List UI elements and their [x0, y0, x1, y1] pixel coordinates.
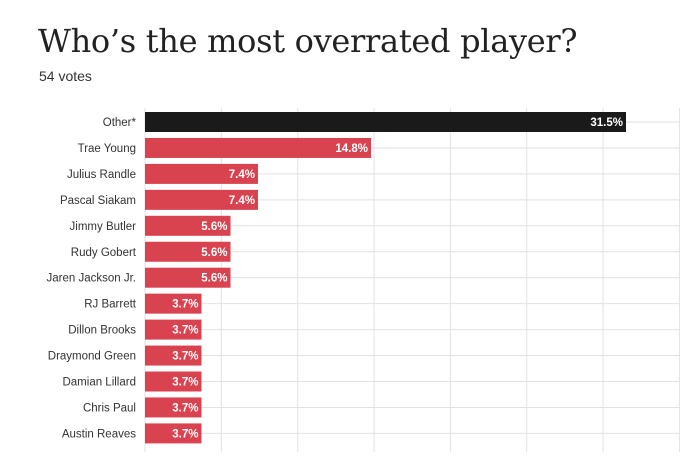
bar: [145, 241, 231, 262]
value-label: 7.4%: [229, 169, 255, 181]
category-label: Trae Young: [78, 143, 136, 155]
chart-title: Who’s the most overrated player?: [38, 22, 578, 60]
category-label: Julius Randle: [67, 169, 136, 181]
category-label: Dillon Brooks: [68, 325, 136, 337]
bar: [145, 293, 202, 314]
category-label: Other*: [103, 117, 137, 129]
bar: [145, 397, 202, 418]
bar: [145, 189, 258, 210]
value-label: 3.7%: [172, 402, 198, 414]
value-label: 3.7%: [172, 299, 198, 311]
category-label: Chris Paul: [83, 402, 136, 414]
value-label: 3.7%: [172, 351, 198, 363]
bar: [145, 163, 258, 184]
bar: [145, 137, 371, 158]
bar: [145, 345, 202, 366]
value-label: 5.6%: [201, 247, 227, 259]
bar: [145, 112, 627, 132]
value-label: 7.4%: [229, 195, 255, 207]
value-label: 5.6%: [201, 221, 227, 233]
category-label: Rudy Gobert: [71, 247, 137, 259]
category-label: Austin Reaves: [62, 428, 136, 440]
bar: [145, 371, 202, 392]
category-label: Jimmy Butler: [70, 221, 137, 233]
bar: [145, 423, 202, 444]
value-label: 3.7%: [172, 325, 198, 337]
category-label: Jaren Jackson Jr.: [47, 273, 136, 285]
value-label: 5.6%: [201, 273, 227, 285]
category-label: Damian Lillard: [62, 377, 136, 389]
bar: [145, 319, 202, 340]
category-label: Pascal Siakam: [60, 195, 136, 207]
bar: [145, 215, 231, 236]
value-label: 3.7%: [172, 428, 198, 440]
value-label: 31.5%: [590, 117, 623, 129]
bar: [145, 267, 231, 288]
category-label: Draymond Green: [48, 351, 136, 363]
vote-count: 54 votes: [39, 68, 92, 84]
category-label: RJ Barrett: [84, 299, 137, 311]
value-label: 3.7%: [172, 377, 198, 389]
value-label: 14.8%: [335, 143, 368, 155]
